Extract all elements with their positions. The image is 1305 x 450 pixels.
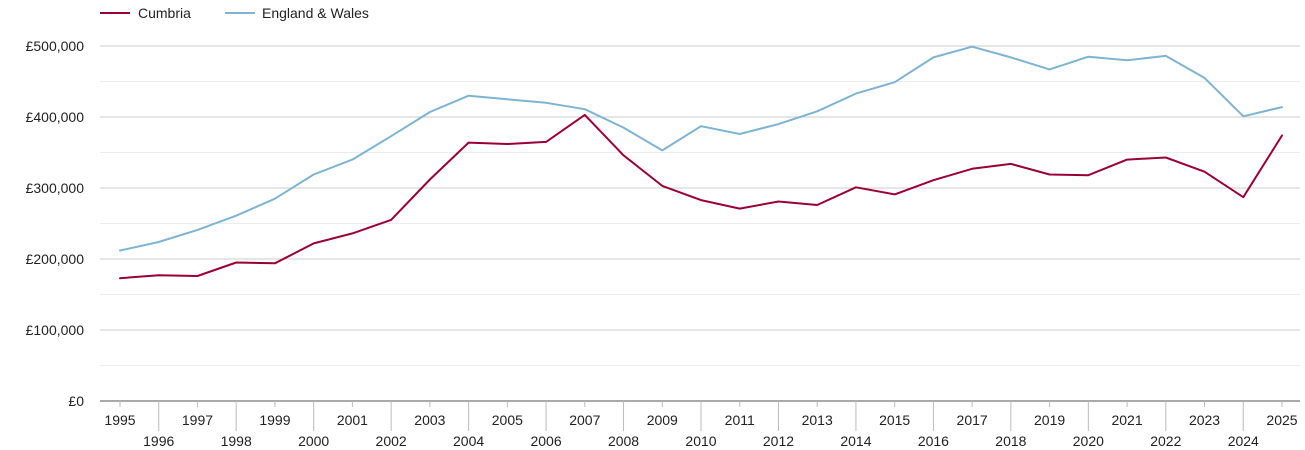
x-tick-label: 2025: [1266, 412, 1297, 428]
x-tick-label: 2024: [1228, 433, 1259, 449]
y-tick-label: £400,000: [26, 109, 85, 125]
x-tick-label: 1997: [182, 412, 213, 428]
x-tick-label: 2001: [337, 412, 368, 428]
x-tick-label: 2017: [957, 412, 988, 428]
x-tick-label: 2023: [1189, 412, 1220, 428]
y-tick-label: £0: [68, 393, 84, 409]
x-tick-label: 2018: [995, 433, 1026, 449]
y-tick-label: £100,000: [26, 322, 85, 338]
legend-label-cumbria: Cumbria: [138, 5, 191, 21]
x-tick-label: 2003: [414, 412, 445, 428]
x-axis: 1995 1996 1997 1998 1999 2000 2001 2002 2003 2004…: [100, 400, 1300, 449]
legend-label-england-wales: England & Wales: [262, 5, 369, 21]
x-tick-label: 2019: [1034, 412, 1065, 428]
gridlines: [100, 45, 1300, 366]
x-tick-label: 2006: [530, 433, 561, 449]
x-tick-label: 2000: [298, 433, 329, 449]
x-tick-label: 2016: [918, 433, 949, 449]
y-tick-label: £200,000: [26, 251, 85, 267]
x-tick-label: 2011: [725, 412, 755, 428]
x-tick-label: 2020: [1073, 433, 1104, 449]
x-tick-label: 2021: [1111, 412, 1142, 428]
series-line-cumbria: [119, 113, 1283, 280]
x-tick-label: 2009: [647, 412, 678, 428]
legend: Cumbria England & Wales: [100, 5, 369, 21]
x-tick-label: 2002: [376, 433, 407, 449]
series-line-england-wales: [119, 45, 1283, 252]
x-tick-label: 2022: [1150, 433, 1181, 449]
x-tick-label: 2015: [879, 412, 910, 428]
x-tick-label: 1998: [221, 433, 252, 449]
x-tick-label: 1999: [259, 412, 290, 428]
x-tick-label: 1996: [143, 433, 174, 449]
x-tick-label: 2004: [453, 433, 484, 449]
series-lines: [119, 45, 1283, 280]
x-tick-label: 2012: [763, 433, 794, 449]
y-tick-label: £300,000: [26, 180, 85, 196]
x-tick-label: 2010: [685, 433, 716, 449]
x-tick-label: 2008: [608, 433, 639, 449]
y-axis: £0 £100,000 £200,000 £300,000 £400,000 £500,0…: [26, 38, 85, 409]
y-tick-label: £500,000: [26, 38, 85, 54]
x-tick-label: 2005: [492, 412, 523, 428]
x-tick-label: 2007: [569, 412, 600, 428]
x-tick-label: 2014: [840, 433, 871, 449]
x-tick-label: 1995: [104, 412, 135, 428]
x-tick-label: 2013: [802, 412, 833, 428]
